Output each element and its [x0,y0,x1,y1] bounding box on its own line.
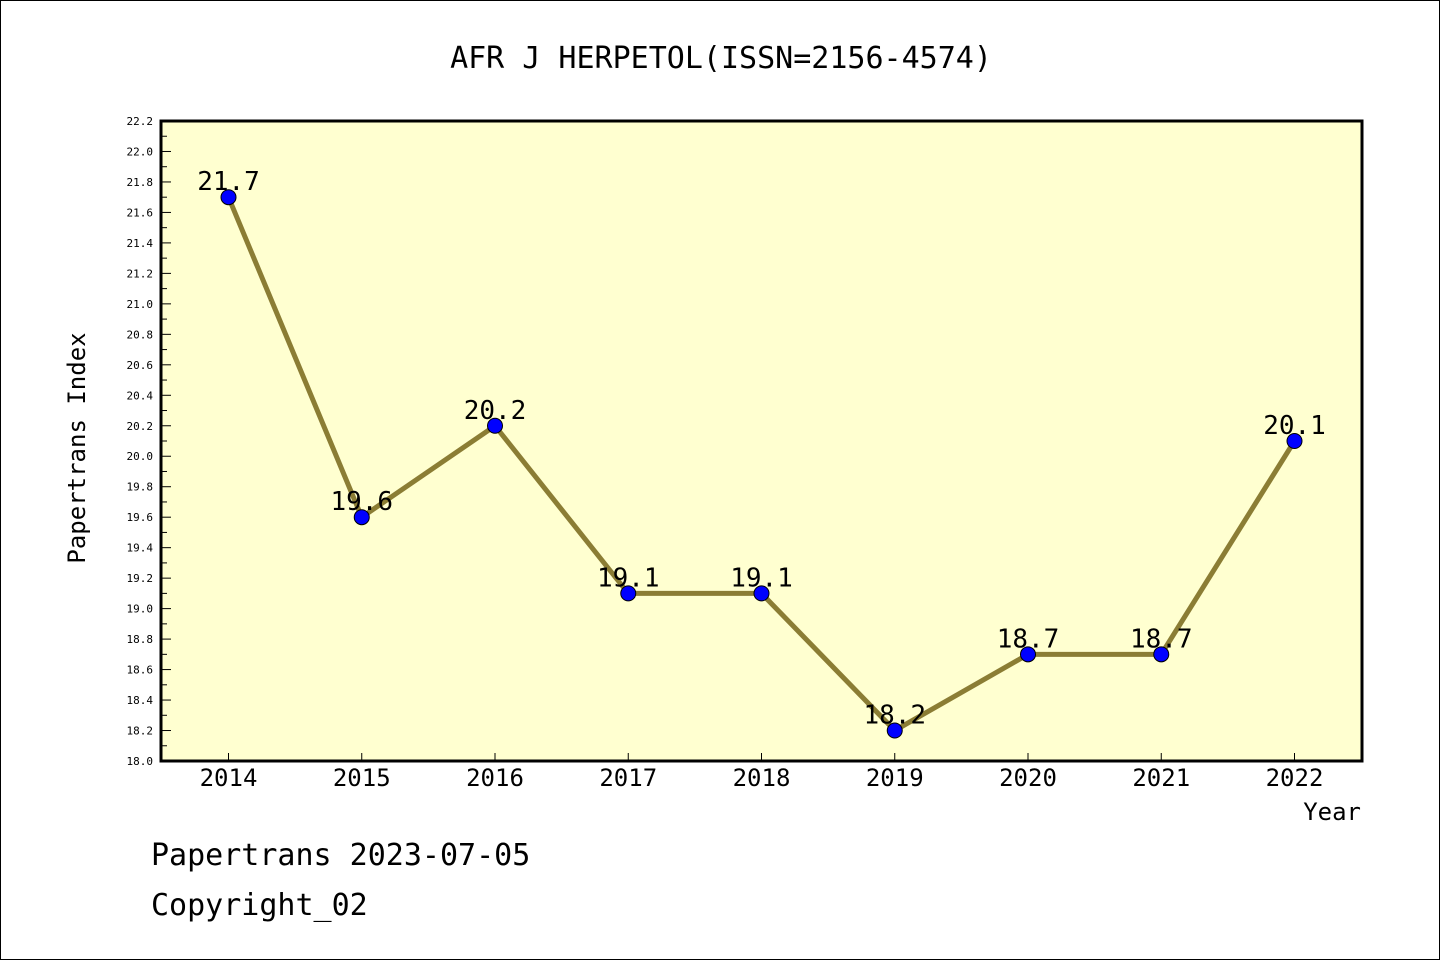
data-labels: 21.7 19.6 20.2 19.1 19.1 18.2 18.7 18.7 20.1 [197,167,1326,730]
y-tick-label: 21.8 [127,176,154,189]
y-tick-label: 20.8 [127,328,154,341]
data-point-marker [1020,646,1036,663]
y-tick-label: 18.2 [127,725,154,738]
y-tick-label: 22.0 [127,145,154,158]
y-tick-label: 21.4 [127,237,154,250]
y-axis-label: Papertrans Index [63,332,91,563]
data-point-label: 18.7 [997,624,1060,654]
data-point-marker [620,585,637,602]
y-tick-label: 21.0 [127,298,154,311]
data-point-marker [220,189,237,206]
x-tick-label: 2022 [1266,764,1324,792]
x-axis-label: Year [1303,798,1361,826]
y-tick-label: 21.6 [127,206,154,219]
y-tick-label: 20.6 [127,359,154,372]
x-tick-label: 2020 [999,764,1057,792]
data-point-label: 20.1 [1263,411,1326,441]
y-tick-label: 22.2 [127,115,154,128]
data-point-marker [1153,646,1170,663]
data-point-label: 19.1 [730,563,793,593]
data-point-label: 19.1 [597,563,660,593]
y-tick-label: 18.4 [127,694,154,707]
plot-border [159,119,1364,763]
y-tick-label: 19.0 [127,603,154,616]
x-axis-ticks: 2014 2015 2016 2017 2018 2019 2020 2021 2022 [200,753,1324,792]
x-tick-label: 2019 [866,764,924,792]
y-axis-ticks: 18.0 18.2 18.4 18.6 18.8 19.0 19.2 19.4 19.6 19.8… [127,115,171,768]
y-tick-label: 19.6 [127,511,154,524]
data-point-marker [886,722,903,739]
y-tick-label: 19.2 [127,572,154,585]
data-point-label: 21.7 [197,167,260,197]
x-tick-label: 2014 [200,764,258,792]
series-markers [220,189,1303,739]
y-tick-label: 21.2 [127,267,154,280]
data-point-marker [353,509,370,526]
data-point-marker [753,585,770,602]
y-tick-label: 19.8 [127,481,154,494]
x-tick-label: 2016 [466,764,524,792]
data-point-label: 19.6 [330,487,393,517]
y-tick-label: 18.8 [127,633,154,646]
x-tick-label: 2018 [733,764,791,792]
data-point-label: 18.2 [863,701,926,731]
y-tick-label: 20.2 [127,420,154,433]
data-point-label: 18.7 [1130,624,1193,654]
x-tick-label: 2017 [599,764,657,792]
chart-title: AFR J HERPETOL(ISSN=2156-4574) [450,41,992,76]
plot-area [161,121,1362,761]
data-point-marker [487,417,503,434]
x-tick-label: 2015 [333,764,391,792]
data-point-marker [1286,433,1303,449]
footer-date-text: Papertrans 2023-07-05 [151,838,530,873]
x-tick-label: 2021 [1132,764,1190,792]
y-tick-label: 20.4 [127,389,154,402]
data-point-label: 20.2 [464,396,527,426]
y-tick-label: 19.4 [127,542,154,555]
y-tick-label: 20.0 [127,450,154,463]
y-tick-label: 18.0 [127,755,154,768]
footer-copyright-text: Copyright_02 [151,888,368,923]
y-tick-label: 18.6 [127,664,154,677]
